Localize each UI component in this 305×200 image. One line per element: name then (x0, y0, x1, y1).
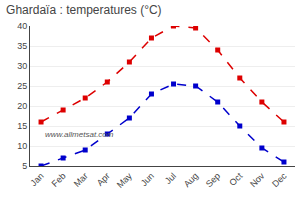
svg-text:5: 5 (22, 161, 27, 171)
svg-text:Jun: Jun (139, 171, 156, 188)
svg-text:Mar: Mar (72, 171, 90, 189)
svg-text:Feb: Feb (50, 171, 68, 189)
svg-text:35: 35 (17, 41, 27, 51)
svg-text:Jan: Jan (28, 171, 45, 188)
svg-text:May: May (115, 170, 134, 189)
svg-text:15: 15 (17, 121, 27, 131)
svg-text:25: 25 (17, 81, 27, 91)
svg-text:Ghardaïa : temperatures (°C): Ghardaïa : temperatures (°C) (6, 3, 162, 17)
svg-text:40: 40 (17, 21, 27, 31)
svg-text:Apr: Apr (95, 171, 112, 188)
svg-text:www.allmetsat.com: www.allmetsat.com (45, 130, 114, 139)
svg-text:Aug: Aug (182, 171, 200, 189)
svg-text:Sep: Sep (204, 171, 222, 189)
svg-text:20: 20 (17, 101, 27, 111)
svg-text:Nov: Nov (248, 170, 267, 189)
svg-text:Oct: Oct (227, 170, 244, 187)
svg-text:Jul: Jul (163, 171, 178, 186)
svg-text:10: 10 (17, 141, 27, 151)
svg-text:30: 30 (17, 61, 27, 71)
svg-text:Dec: Dec (270, 170, 289, 189)
